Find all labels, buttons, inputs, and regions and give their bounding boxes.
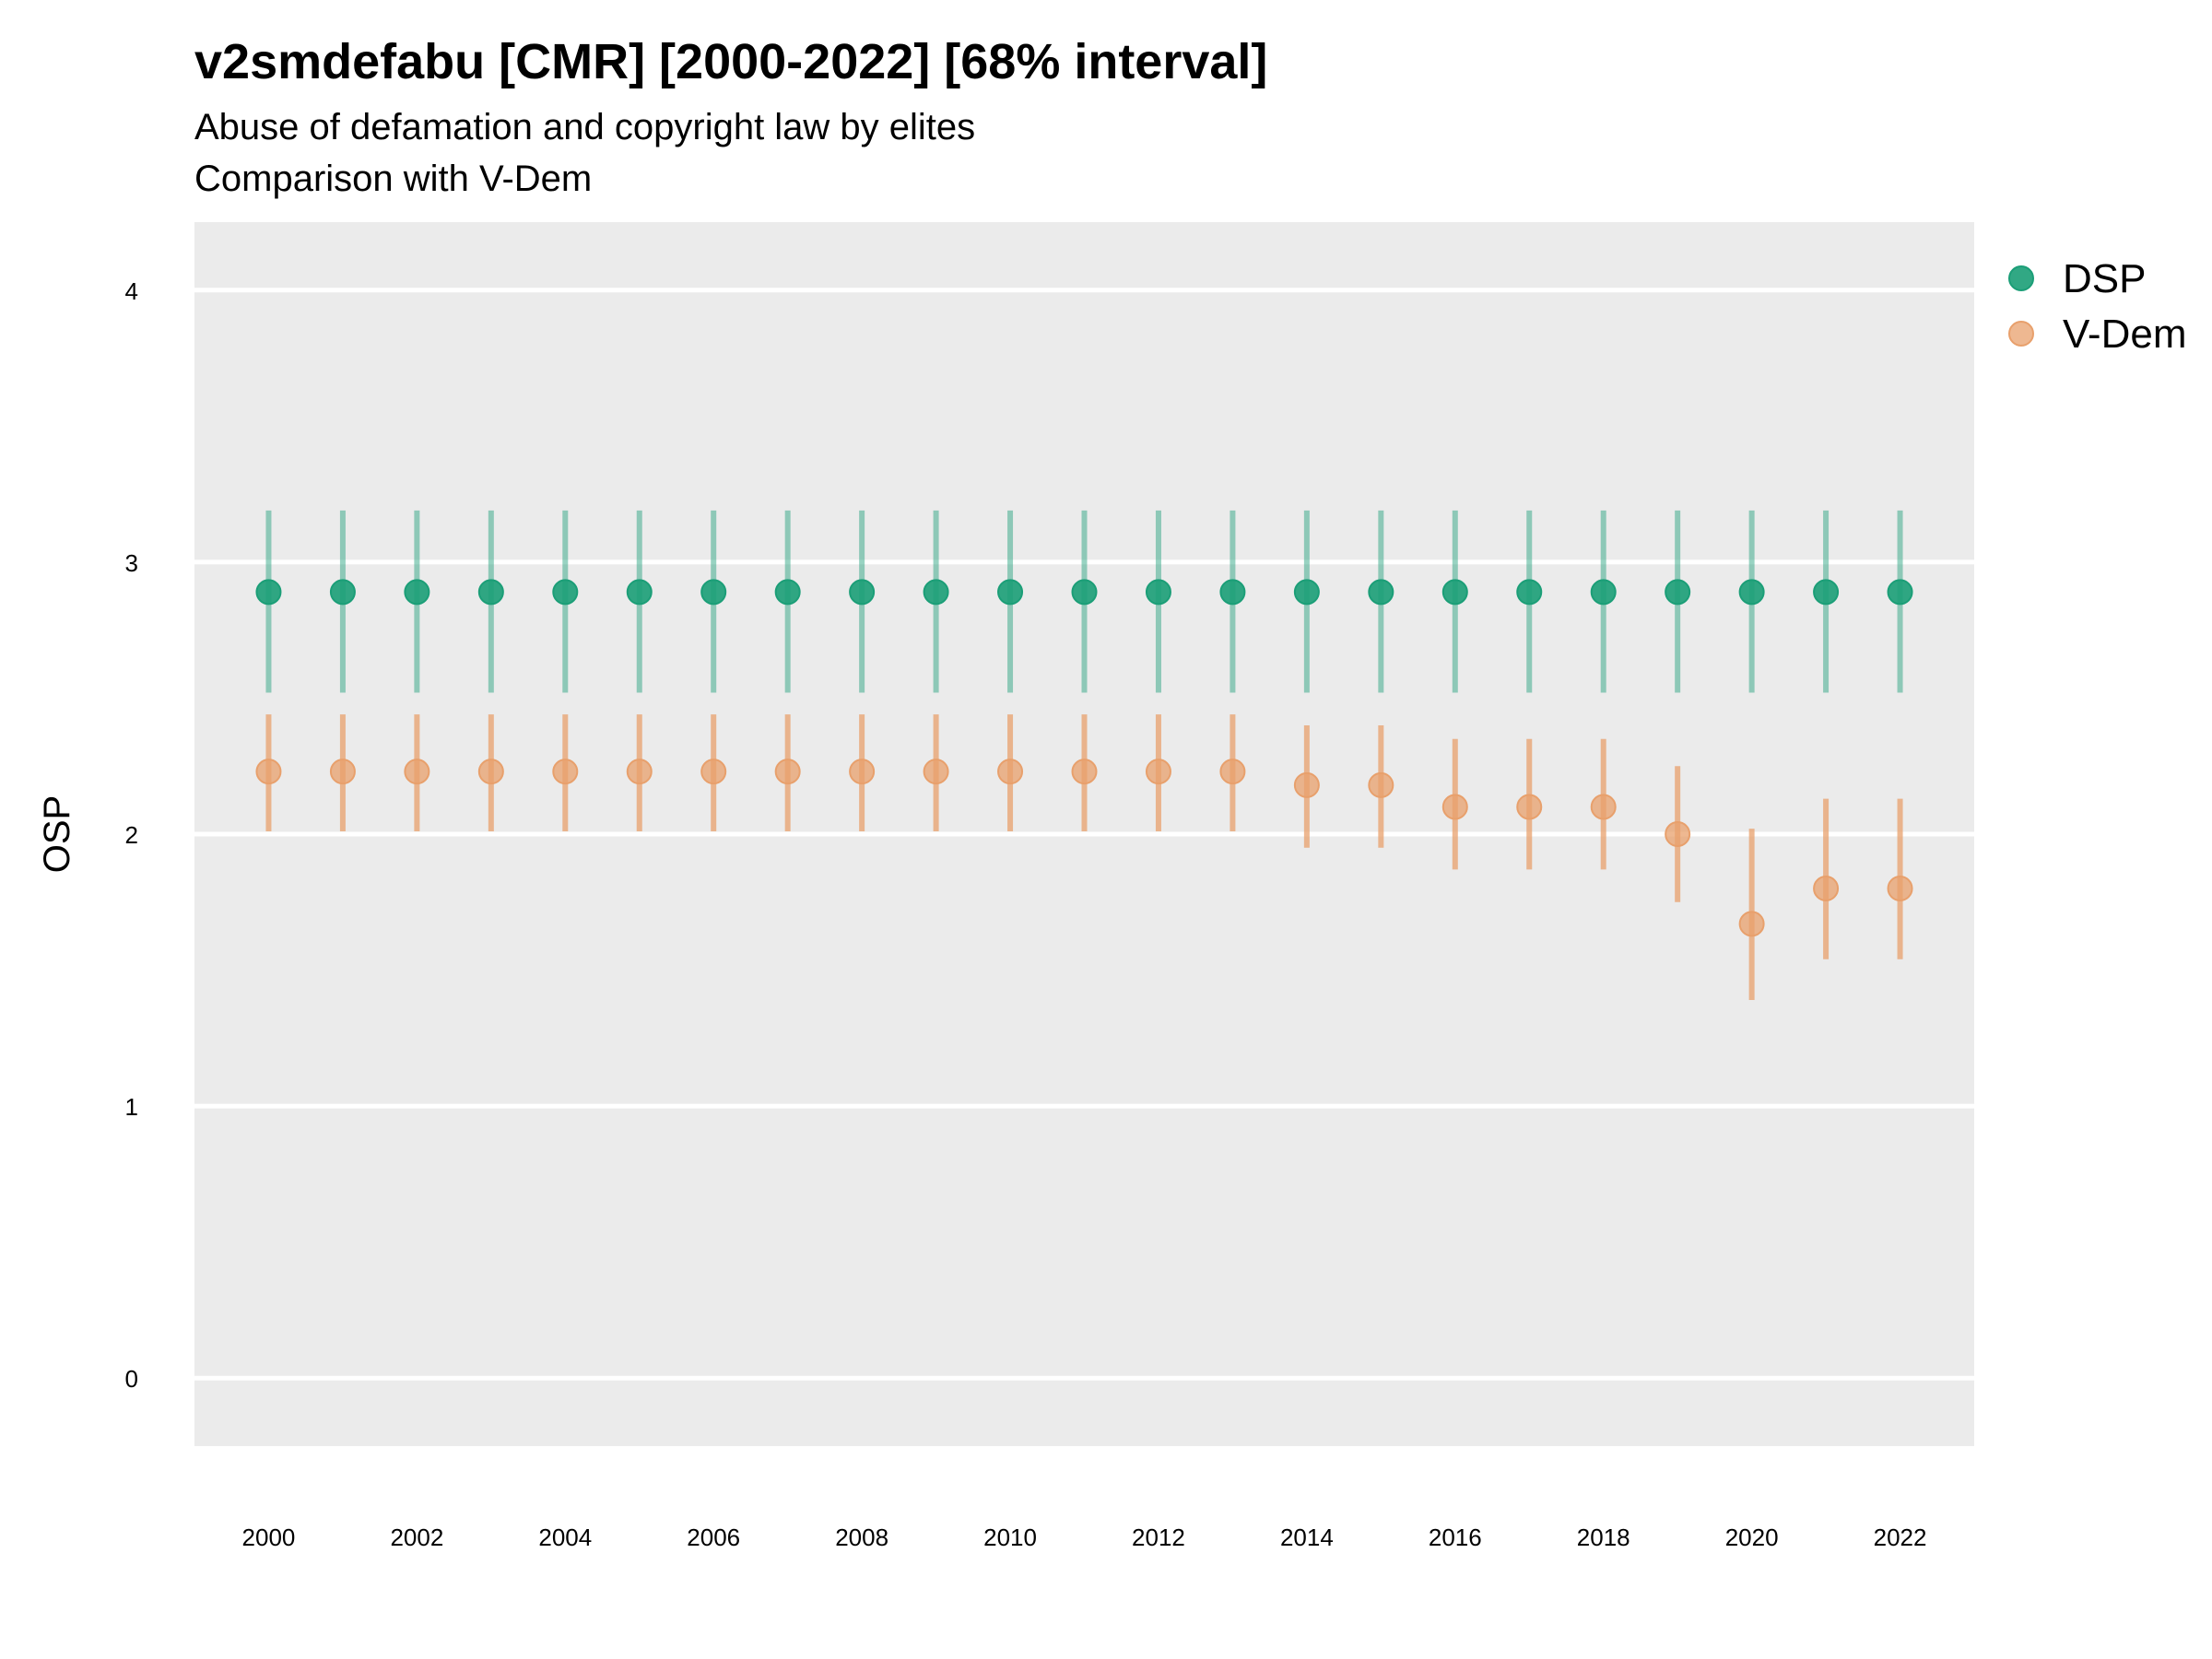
- data-point: [1293, 771, 1320, 798]
- data-point: [1441, 794, 1468, 820]
- data-point: [849, 579, 876, 606]
- data-point: [997, 759, 1024, 785]
- y-tick-label: 1: [125, 1093, 138, 1121]
- data-point: [1145, 759, 1171, 785]
- data-point: [1219, 579, 1246, 606]
- x-tick-label: 2008: [835, 1524, 888, 1551]
- data-point: [774, 759, 801, 785]
- data-point: [1665, 821, 1691, 847]
- data-point: [255, 579, 282, 606]
- data-point: [1516, 794, 1543, 820]
- data-point: [404, 759, 430, 785]
- data-point: [849, 759, 876, 785]
- y-axis-label: OSP: [37, 795, 77, 873]
- data-point: [552, 759, 579, 785]
- chart-subtitle: Abuse of defamation and copyright law by…: [194, 107, 976, 147]
- data-point: [1813, 579, 1840, 606]
- chart-title: v2smdefabu [CMR] [2000-2022] [68% interv…: [194, 34, 1268, 89]
- data-point: [477, 759, 504, 785]
- legend-marker: [2008, 265, 2034, 291]
- x-tick-label: 2014: [1280, 1524, 1334, 1551]
- x-tick-label: 2004: [538, 1524, 592, 1551]
- legend-marker: [2008, 321, 2034, 347]
- x-tick-label: 2002: [390, 1524, 443, 1551]
- y-tick-label: 4: [125, 277, 138, 305]
- data-point: [1590, 794, 1617, 820]
- y-tick-label: 3: [125, 549, 138, 577]
- y-tick-label: 2: [125, 821, 138, 849]
- legend-label: V-Dem: [2063, 312, 2186, 357]
- data-point: [1738, 911, 1765, 937]
- data-point: [1368, 771, 1394, 798]
- data-point: [255, 759, 282, 785]
- y-tick-label: 0: [125, 1365, 138, 1393]
- series-v-dem: [255, 714, 1913, 1001]
- x-tick-label: 2016: [1429, 1524, 1482, 1551]
- data-point: [1219, 759, 1246, 785]
- legend: DSP V-Dem: [2008, 256, 2186, 357]
- data-point: [1738, 579, 1765, 606]
- legend-item: DSP: [2008, 256, 2146, 301]
- data-point: [329, 759, 356, 785]
- data-point: [923, 759, 949, 785]
- x-tick-label: 2012: [1132, 1524, 1185, 1551]
- data-point: [774, 579, 801, 606]
- legend-item: V-Dem: [2008, 312, 2186, 357]
- data-point: [1071, 759, 1098, 785]
- x-tick-labels: 2000 2002 2004 2006 2008 2010 2012 2014 2016 2018…: [242, 1524, 1927, 1551]
- data-point: [700, 759, 727, 785]
- data-point: [1590, 579, 1617, 606]
- data-point: [1293, 579, 1320, 606]
- data-point: [1145, 579, 1171, 606]
- series-layer: [255, 510, 1913, 1001]
- data-point: [626, 759, 653, 785]
- data-point: [700, 579, 727, 606]
- data-point: [1368, 579, 1394, 606]
- x-tick-label: 2020: [1725, 1524, 1779, 1551]
- data-point: [1887, 579, 1913, 606]
- legend-label: DSP: [2063, 256, 2146, 301]
- data-point: [404, 579, 430, 606]
- x-tick-label: 2000: [242, 1524, 296, 1551]
- x-tick-label: 2018: [1577, 1524, 1630, 1551]
- data-point: [1665, 579, 1691, 606]
- x-tick-label: 2022: [1874, 1524, 1927, 1551]
- x-tick-label: 2006: [687, 1524, 740, 1551]
- series-dsp: [255, 510, 1913, 693]
- data-point: [329, 579, 356, 606]
- data-point: [1813, 876, 1840, 902]
- data-point: [626, 579, 653, 606]
- chart-subtitle-second-line: Comparison with V-Dem: [194, 159, 593, 199]
- data-point: [923, 579, 949, 606]
- data-point: [1887, 876, 1913, 902]
- data-point: [477, 579, 504, 606]
- y-tick-labels: 0 1 2 3 4: [125, 277, 138, 1393]
- data-point: [1071, 579, 1098, 606]
- data-point: [997, 579, 1024, 606]
- data-point: [552, 579, 579, 606]
- x-tick-label: 2010: [983, 1524, 1037, 1551]
- data-point: [1441, 579, 1468, 606]
- data-point: [1516, 579, 1543, 606]
